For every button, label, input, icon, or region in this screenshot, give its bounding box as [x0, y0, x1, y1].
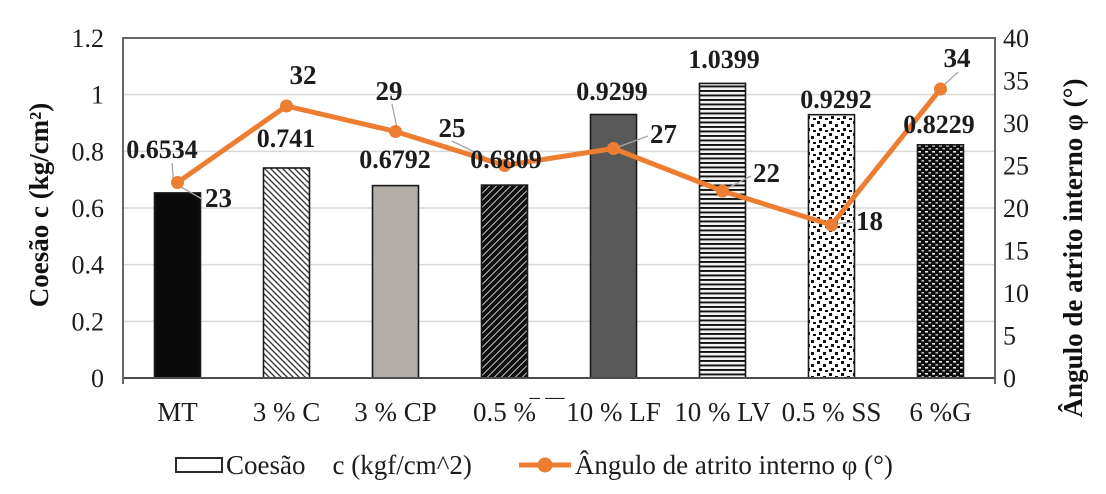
left-axis-tick-labels: 1.2 1 0.8 0.6 0.4 0.2 0 [72, 24, 105, 393]
right-axis-title: Ângulo de atrito interno φ (°) [1057, 43, 1089, 453]
line-marker [607, 142, 620, 155]
legend-item-angulo: Ângulo de atrito interno φ (°) [518, 450, 893, 481]
line-data-label: 25 [439, 113, 466, 143]
bar-3 % C [262, 167, 311, 379]
line-marker-swatch-icon [518, 457, 571, 473]
bar-series-coesao [153, 82, 965, 379]
bar-10 % LF [589, 113, 638, 379]
line-markers [171, 82, 947, 232]
line-series-angulo [176, 87, 943, 228]
legend-label-angulo: Ângulo de atrito interno φ (°) [574, 449, 893, 480]
bar-0.5 % SS [807, 113, 856, 379]
bar-0.5 % [480, 184, 529, 379]
x-axis-category-labels: MT 3 % C 3 % CP 0.5 % 10 % LF 10 % LV 0.5 % SS… [157, 396, 971, 427]
left-axis-tick-label: 1.2 [72, 24, 105, 53]
right-axis-tick-label: 40 [1003, 24, 1029, 53]
right-axis-tick-label: 0 [1003, 364, 1016, 393]
bar-3 % CP [371, 184, 420, 379]
line-marker [389, 125, 402, 138]
line-data-label: 18 [856, 206, 883, 236]
line-data-labels: 23 32 29 25 27 22 18 34 [205, 43, 971, 236]
line-marker [716, 184, 729, 198]
legend-label-coesao-units: c (kgf/cm^2) [332, 449, 472, 480]
category-label: 3 % CP [354, 397, 437, 427]
right-axis-tick-label: 20 [1003, 194, 1029, 223]
category-label: 6 %G [909, 397, 971, 427]
legend-label-coesao: Coesão [226, 449, 306, 480]
left-axis-tick-label: 0.2 [72, 307, 105, 336]
category-label: MT [157, 397, 198, 427]
line-marker [498, 159, 511, 172]
line-data-label: 32 [290, 60, 317, 90]
bar-MT [153, 192, 202, 379]
line-marker [171, 176, 184, 189]
bar-data-label: 0.741 [257, 124, 316, 153]
bar-10 % LV [698, 82, 747, 379]
line-data-label: 22 [753, 158, 780, 188]
line-data-label: 29 [376, 76, 403, 106]
legend: Coesão c (kgf/cm^2) Ângulo de atrito int… [175, 448, 893, 482]
category-label: 10 % LF [566, 397, 661, 427]
right-axis-tick-label: 5 [1003, 322, 1016, 351]
bar-data-label: 0.8229 [903, 110, 975, 139]
line-data-label: 23 [205, 183, 232, 213]
line-marker [934, 82, 947, 96]
right-axis-tick-label: 30 [1003, 109, 1029, 138]
bar-data-label: 0.9299 [576, 77, 648, 106]
bar-outline-swatch-icon [175, 457, 223, 473]
bar-data-labels: 0.6534 0.741 0.6792 0.6809 0.9299 1.0399 0.929… [126, 45, 975, 174]
bar-data-label: 0.6534 [126, 135, 198, 164]
line-marker [280, 99, 293, 113]
left-axis-tick-label: 0 [91, 364, 104, 393]
right-axis-tick-labels: 40 35 30 25 20 15 10 5 0 [1003, 24, 1029, 393]
left-axis-title-text: Coesão c (kg/cm²) [24, 102, 54, 308]
bar-6 %G [916, 144, 965, 379]
right-axis-tick-label: 15 [1003, 237, 1029, 266]
right-axis-tick-label: 25 [1003, 152, 1029, 181]
bar-data-label: 0.9292 [800, 85, 872, 114]
category-label: 10 % LV [674, 397, 771, 427]
line-data-label: 34 [944, 43, 971, 73]
category-label: 3 % C [253, 397, 321, 427]
left-axis-tick-label: 1 [91, 81, 104, 110]
line-marker [825, 218, 838, 232]
legend-item-coesao: Coesão c (kgf/cm^2) [175, 450, 472, 481]
left-axis-tick-label: 0.4 [72, 251, 105, 280]
right-axis-tick-label: 35 [1003, 67, 1029, 96]
line-data-label: 27 [650, 119, 677, 149]
left-axis-tick-label: 0.8 [72, 137, 105, 166]
category-label: 0.5 % SS [782, 397, 882, 427]
category-label: 0.5 % [473, 397, 536, 427]
bar-data-label: 1.0399 [688, 45, 760, 74]
left-axis-title: Coesão c (kg/cm²) [23, 55, 55, 355]
bar-data-label: 0.6792 [359, 145, 431, 174]
right-axis-tick-label: 10 [1003, 279, 1029, 308]
bar-data-label: 0.6809 [470, 145, 542, 174]
category-label-artifact: ‾ ‾‾ [529, 396, 565, 426]
right-axis-title-text: Ângulo de atrito interno φ (°) [1058, 78, 1088, 418]
left-axis-tick-label: 0.6 [72, 194, 105, 223]
